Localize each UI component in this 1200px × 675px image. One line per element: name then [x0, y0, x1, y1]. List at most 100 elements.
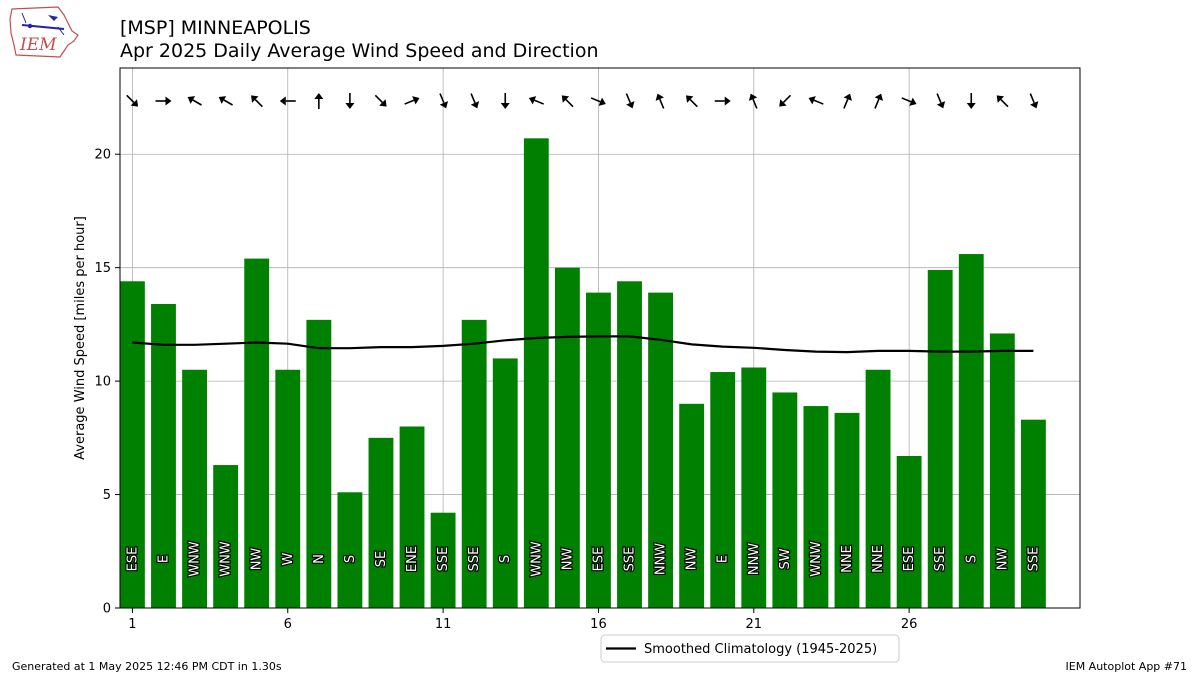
arrow-shaft [659, 98, 665, 109]
arrow-shaft [254, 99, 263, 108]
arrow-shaft [901, 97, 912, 103]
wind-arrow [901, 97, 917, 106]
direction-label: NNW [654, 543, 669, 575]
arrow-head [528, 96, 537, 105]
y-axis-label: Average Wind Speed [miles per hour] [73, 216, 88, 460]
arrow-shaft [404, 99, 415, 105]
direction-label: ESE [591, 547, 606, 572]
direction-label: WNW [188, 541, 203, 577]
y-axis-ticks: 0 5 10 15 20 [94, 148, 120, 617]
bar [896, 455, 922, 608]
wind-arrow [808, 96, 824, 105]
bar [151, 303, 176, 608]
direction-label: SSE [623, 547, 638, 572]
direction-label: NW [995, 548, 1010, 571]
direction-label: NW [685, 548, 700, 571]
direction-label: SSE [933, 547, 948, 572]
x-axis-ticks: 1 6 11 16 21 26 [128, 608, 917, 632]
direction-label: NNE [840, 545, 855, 573]
arrow-head [626, 101, 635, 109]
direction-label: SSE [436, 547, 451, 572]
arrow-head [874, 93, 883, 101]
arrow-head [561, 95, 570, 103]
legend-label: Smoothed Climatology (1945-2025) [644, 642, 877, 657]
arrow-head [412, 96, 420, 105]
wind-arrow [126, 94, 139, 107]
bar [244, 258, 270, 608]
arrow-head [843, 93, 852, 101]
wind-arrow [500, 93, 510, 109]
arrow-shaft [752, 98, 758, 109]
arrow-head [808, 96, 816, 105]
direction-label: WNW [809, 541, 824, 577]
bar [586, 292, 611, 608]
bar [523, 138, 549, 609]
arrow-head [439, 101, 449, 109]
arrow-head [165, 96, 172, 106]
bar [1020, 419, 1046, 608]
bar [958, 254, 984, 608]
arrow-head [279, 96, 286, 106]
direction-label: WNW [219, 541, 234, 577]
arrow-shaft [625, 93, 632, 104]
wind-arrow [843, 93, 852, 109]
direction-label: E [156, 555, 171, 563]
wind-arrow [404, 96, 420, 105]
bar [927, 269, 953, 608]
bar [865, 369, 891, 608]
x-tick-label: 26 [901, 617, 918, 632]
wind-arrow [966, 93, 976, 109]
wind-arrow [748, 93, 758, 109]
direction-label: S [343, 555, 358, 563]
bar [834, 412, 860, 608]
wind-arrow [655, 93, 665, 109]
direction-label: SSE [467, 547, 482, 572]
plot-frame [119, 67, 1081, 609]
bar [710, 372, 736, 608]
direction-label: E [716, 555, 731, 563]
arrow-shaft [1029, 93, 1035, 104]
app-credit: IEM Autoplot App #71 [1065, 660, 1188, 673]
arrow-head [218, 96, 227, 104]
wind-arrow [314, 93, 324, 109]
direction-label: ESE [902, 547, 917, 572]
direction-label: ESE [125, 547, 140, 572]
direction-label: WNW [529, 541, 544, 577]
wind-arrow [561, 95, 574, 108]
bars [120, 138, 1046, 609]
arrow-head [996, 95, 1005, 103]
arrow-shaft [223, 99, 233, 106]
wind-arrow [936, 93, 946, 109]
direction-label: ENE [405, 546, 420, 572]
bar [989, 333, 1015, 608]
bar [554, 267, 580, 608]
wind-arrows [126, 93, 1039, 109]
arrow-head [598, 97, 606, 106]
arrow-shaft [470, 93, 476, 104]
direction-label: W [281, 552, 296, 565]
direction-label: NW [560, 548, 575, 571]
iem-logo: IEM [8, 5, 80, 63]
wind-arrow [470, 93, 480, 109]
arrow-shaft [1000, 99, 1009, 108]
wind-arrow [528, 96, 545, 105]
chart-title: Apr 2025 Daily Average Wind Speed and Di… [120, 40, 599, 62]
bar [368, 437, 394, 608]
arrow-shaft [534, 99, 545, 105]
arrow-shaft [126, 94, 135, 103]
wind-arrow [779, 94, 792, 107]
arrow-head [251, 95, 259, 103]
direction-label: SE [374, 551, 389, 567]
arrow-head [187, 96, 196, 104]
svg-text:IEM: IEM [19, 35, 57, 55]
wind-arrow [251, 95, 263, 108]
direction-label: SSE [1026, 547, 1041, 572]
direction-label: NNW [747, 543, 762, 575]
y-tick-label: 15 [94, 261, 111, 276]
wind-arrow [279, 96, 296, 106]
wind-arrow [714, 96, 731, 106]
y-tick-label: 20 [94, 148, 111, 163]
bar [120, 281, 145, 608]
arrow-head [655, 93, 664, 101]
